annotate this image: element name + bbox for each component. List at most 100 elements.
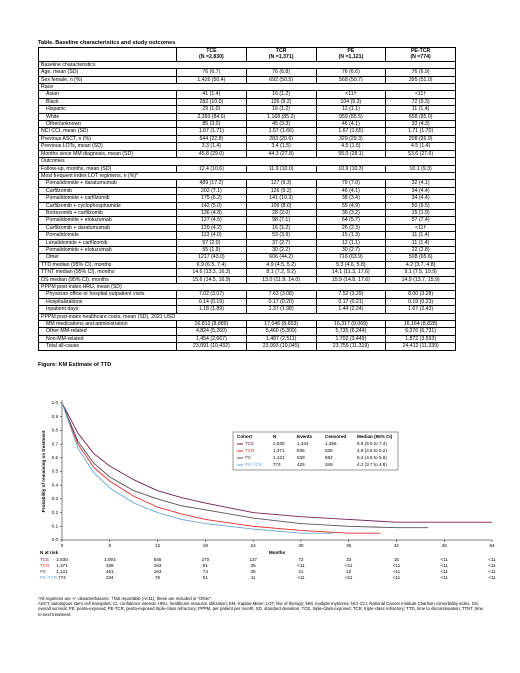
row-label: Lenalidomide + carfilzomib xyxy=(38,238,177,247)
at-risk-cell: <11 xyxy=(488,569,496,574)
at-risk-cell: 33 xyxy=(346,557,352,562)
table-row: Pomalidomide + elotuzumab 55 (1.9) 30 (2.2… xyxy=(38,245,456,255)
y-tick-label: 0.7 xyxy=(52,441,59,446)
column-n: (N =1,121) xyxy=(338,54,364,61)
cell: 15 (1.9) xyxy=(385,208,456,218)
cell: 208 (26.9) xyxy=(385,134,456,144)
legend-cell: 4.2 (3.7 to 4.8) xyxy=(357,462,387,467)
column-name: TCE xyxy=(206,48,217,54)
cell: <11† xyxy=(385,90,456,99)
legend-cell: 6.9 (6.5 to 7.4) xyxy=(357,441,387,446)
at-risk-cell: <11 xyxy=(297,563,305,568)
cell: 658 (85.0) xyxy=(385,112,456,122)
table-row: Carfilzomib + daratumumab 120 (4.2) 16 (1.… xyxy=(38,223,456,233)
row-label: Carfilzomib + cyclophosphamide xyxy=(38,201,177,210)
row-label: Months since MM diagnosis, mean (SD) xyxy=(38,149,177,159)
legend-cell: 1,496 xyxy=(325,441,337,446)
at-risk-cell: <11 xyxy=(297,575,305,580)
cell: 1.71 (1.70) xyxy=(385,127,456,136)
cell: 508 (65.6) xyxy=(385,253,456,262)
table-row: NCI CCI, mean (SD) 1.67 (1.71) 1.57 (1.66)… xyxy=(38,127,456,136)
table-row: Pomalidomide + carfilzomib 175 (6.2) 141 (… xyxy=(38,194,456,203)
at-risk-cell: <11 xyxy=(440,563,448,568)
cell: 11 (1.4) xyxy=(385,238,456,247)
cell: 16,164 (8,828) xyxy=(385,320,456,329)
legend-cell: 582 xyxy=(325,455,333,460)
table-row: Black 282 (10.0) 126 (9.2) 104 (9.3) 72 (9.3… xyxy=(38,97,456,107)
legend-label: TCE xyxy=(245,441,254,446)
cell: 72 (9.3) xyxy=(385,97,456,107)
legend-cell: 5.3 (4.6 to 5.8) xyxy=(357,455,387,460)
row-label: Inpatient days xyxy=(38,305,177,314)
at-risk-cell: 2,830 xyxy=(56,557,68,562)
row-label: Pomalidomide + elotuzumab xyxy=(38,245,177,255)
table-row: Carfilzomib 202 (7.1) 126 (9.2) 46 (4.1) 34 … xyxy=(38,186,456,196)
row-label: TTNT median (95% CI), months xyxy=(38,268,177,277)
cell: 4.2 (3.7, 4.8) xyxy=(385,260,456,270)
table-row: Lenalidomide + carfilzomib 57 (2.0) 37 (2.… xyxy=(38,238,456,247)
table-row: Pomalidomide + daratumumab 489 (17.2) 127 … xyxy=(38,179,456,188)
legend-cell: 835 xyxy=(297,448,305,453)
cell: 32 (4.1) xyxy=(385,179,456,188)
footnote: ASCT, autologous stem cell transplant; C… xyxy=(38,601,484,617)
x-axis-title: Months xyxy=(269,550,286,555)
at-risk-label: PE xyxy=(40,569,46,574)
x-tick-label: 12 xyxy=(155,543,161,548)
at-risk-cell: <11 xyxy=(440,575,448,580)
km-curve xyxy=(61,402,381,534)
legend-cell: 425 xyxy=(297,462,305,467)
table-row: Other 1217 (43.0) 606 (44.2) 716 (63.9) 508 … xyxy=(38,253,456,262)
table-row: Pomalidomide + elotuzumab 127 (4.5) 98 (7.… xyxy=(38,216,456,225)
cell: 4.5 (1.4) xyxy=(385,142,456,151)
legend-box xyxy=(232,431,399,471)
cell: 34 (4.4) xyxy=(385,194,456,203)
table-row: Sex female, n (%) 1,426 (50.4) 692 (50.5) 5… xyxy=(38,75,456,85)
legend-label: PE-TCR xyxy=(245,462,263,467)
legend-cell: 1,334 xyxy=(297,441,309,446)
table: TCE (N =2,830) TCR (N =1,371) PE (N =1,121) PE… xyxy=(38,47,456,351)
km-curve xyxy=(61,402,333,534)
cell: 50 (6.5) xyxy=(385,201,456,210)
at-risk-label: TCE xyxy=(40,557,49,562)
x-tick-label: 36 xyxy=(346,543,352,548)
header-row: TCE (N =2,830) TCR (N =1,371) PE (N =1,121) PE… xyxy=(38,47,456,62)
table-row: Asian 41 (1.4) 16 (1.2) <11† <11† xyxy=(38,90,456,99)
legend-header: Events xyxy=(297,434,313,439)
row-label: Hospitalizations xyxy=(38,297,177,307)
cell: 6,376 (6,731) xyxy=(385,327,456,336)
cell: 34 (4.4) xyxy=(385,186,456,196)
table-row: Hospitalizations 0.14 (0.19) 0.17 (0.20) 0.… xyxy=(38,297,456,307)
at-risk-cell: 193 xyxy=(154,563,162,568)
table-row: Follow-up, months, mean (SD) 12.4 (10.6) 1… xyxy=(38,164,456,173)
at-risk-cell: <11 xyxy=(393,569,401,574)
row-label: TTD median (95% CI), months xyxy=(38,260,177,270)
at-risk-label: PE-TCR xyxy=(40,575,58,580)
table-row: Physician office or hospital outpatient … xyxy=(38,290,456,299)
at-risk-title: N at risk xyxy=(40,550,59,555)
y-tick-label: 0.0 xyxy=(52,537,59,542)
column-n: (N =1,371) xyxy=(268,54,294,61)
legend-header: Censored xyxy=(325,434,346,439)
at-risk-cell: 1,121 xyxy=(56,569,68,574)
at-risk-cell: 1,093 xyxy=(104,557,116,562)
table-row: Previous LOTs, mean (SD) 3.3 (1.4) 3.4 (1.… xyxy=(38,142,456,151)
x-tick-label: 48 xyxy=(442,543,448,548)
legend-cell: 4.9 (4.5 to 5.2) xyxy=(357,448,387,453)
cell: 10.1 (9.3) xyxy=(385,164,456,173)
table-row: OS median (95% CI), months 15.6 (14.5, 16… xyxy=(38,275,456,285)
at-risk-cell: 193 xyxy=(154,569,162,574)
cell: 9.1 (7.5, 10.9) xyxy=(385,268,456,277)
y-tick-label: 0.3 xyxy=(52,496,59,501)
cell: 14.9 (13.7, 15.9) xyxy=(385,275,456,285)
at-risk-cell: 35 xyxy=(251,563,257,568)
y-tick-label: 0.2 xyxy=(52,510,59,515)
at-risk-cell: 451 xyxy=(106,569,114,574)
cell: 8.00 (3.28) xyxy=(385,290,456,299)
legend-header: Cohort xyxy=(237,434,253,439)
table-row: Hispanic 29 (1.0) 16 (1.2) 12 (1.1) 11 (1.4) xyxy=(38,105,456,114)
row-label: Total all-cause xyxy=(38,342,177,351)
y-tick-label: 0.8 xyxy=(52,428,59,433)
table-row: Inpatient days 1.18 (1.89) 1.37 (1.98) 1.44… xyxy=(38,305,456,314)
table-row: White 2,393 (84.6) 1,168 (85.2) 959 (85.5) 6… xyxy=(38,112,456,122)
cell: 57 (7.4) xyxy=(385,216,456,225)
